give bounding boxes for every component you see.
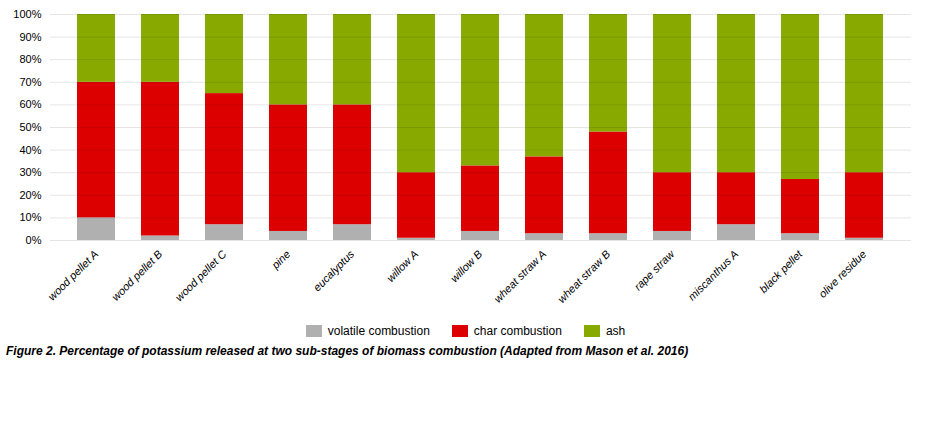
html-text:ash: ash xyxy=(605,324,626,338)
svg-text:wood pellet C: wood pellet C xyxy=(173,248,229,304)
svg-text:pine: pine xyxy=(269,248,293,272)
html-text:Figure 2. Percentage of potass: Figure 2. Percentage of potassium releas… xyxy=(6,344,689,358)
html-text:char combustion: char combustion xyxy=(473,324,562,338)
svg-text:eucalyptus: eucalyptus xyxy=(311,247,357,293)
svg-text:miscanthus A: miscanthus A xyxy=(686,248,741,303)
svg-text:40%: 40% xyxy=(19,144,41,156)
svg-text:50%: 50% xyxy=(19,121,41,133)
svg-text:30%: 30% xyxy=(19,166,41,178)
svg-text:10%: 10% xyxy=(19,211,41,223)
svg-text:20%: 20% xyxy=(19,189,41,201)
svg-text:willow B: willow B xyxy=(448,248,485,285)
svg-text:rape straw: rape straw xyxy=(632,247,678,293)
svg-text:0%: 0% xyxy=(26,234,42,246)
svg-text:wood pellet B: wood pellet B xyxy=(109,248,164,303)
svg-text:90%: 90% xyxy=(19,31,41,43)
svg-text:olive residue: olive residue xyxy=(816,248,868,300)
svg-text:wheat straw A: wheat straw A xyxy=(491,248,548,305)
html-text:volatile combustion: volatile combustion xyxy=(327,324,430,338)
svg-text:60%: 60% xyxy=(19,98,41,110)
svg-text:wheat straw B: wheat straw B xyxy=(555,248,612,305)
svg-text:black pellet: black pellet xyxy=(757,247,805,295)
svg-text:100%: 100% xyxy=(13,8,41,20)
svg-text:70%: 70% xyxy=(19,76,41,88)
svg-text:80%: 80% xyxy=(19,53,41,65)
svg-text:wood pellet A: wood pellet A xyxy=(46,248,101,303)
svg-text:willow A: willow A xyxy=(384,248,420,284)
